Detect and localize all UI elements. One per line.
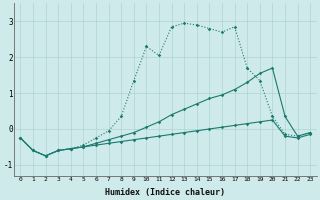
X-axis label: Humidex (Indice chaleur): Humidex (Indice chaleur) [105,188,225,197]
